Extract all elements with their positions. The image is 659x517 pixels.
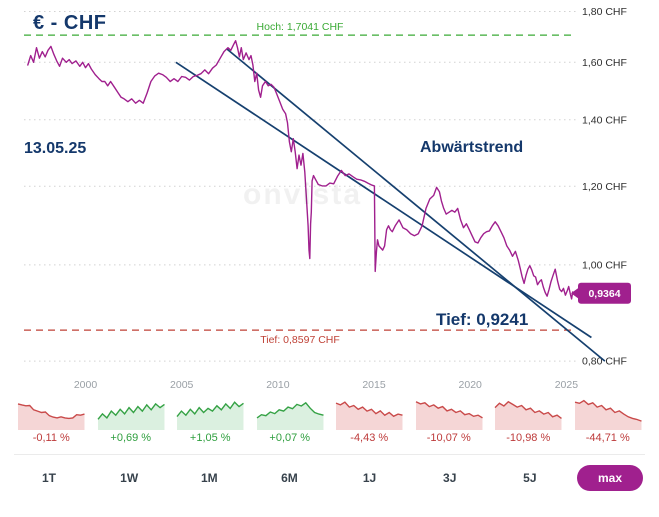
sparkline-1t — [17, 403, 85, 430]
period-cell-3j[interactable]: -10,07 % — [414, 396, 485, 444]
range-button-row: 1T 1W 1M 6M 1J 3J 5J max — [14, 454, 645, 491]
last-price-label: 0,9364 — [588, 288, 620, 300]
y-axis-label: 1,80 CHF — [582, 6, 627, 18]
price-badge: 0,9364 — [571, 282, 631, 304]
downtrend-annotation: Abwärtstrend — [420, 139, 524, 156]
period-change-6m: +0,07 % — [269, 432, 311, 444]
period-change-1w: +0,69 % — [110, 432, 152, 444]
x-axis-label: 2010 — [266, 379, 290, 391]
y-axis-label: 1,60 CHF — [582, 57, 627, 69]
x-axis-label: 2025 — [555, 379, 579, 391]
period-change-max: -44,71 % — [585, 432, 630, 444]
period-cell-max[interactable]: -44,71 % — [573, 396, 644, 444]
sparkline-1m — [176, 401, 244, 430]
sparkline-6m — [256, 401, 324, 430]
sparkline-1j — [335, 401, 403, 430]
y-axis-label: 1,40 CHF — [582, 114, 627, 126]
high-level-label: Hoch: 1,7041 CHF — [257, 21, 344, 33]
price-chart-svg: 1,80 CHF 1,60 CHF 1,40 CHF 1,20 CHF 1,00 CHF… — [24, 6, 631, 391]
period-cell-1w[interactable]: +0,69 % — [96, 396, 167, 444]
trendline — [226, 48, 606, 362]
sparkline-3j — [415, 401, 483, 430]
x-axis-label: 2015 — [362, 379, 386, 391]
low-level-label: Tief: 0,8597 CHF — [260, 334, 340, 346]
range-button-6m[interactable]: 6M — [256, 465, 322, 491]
range-button-5j[interactable]: 5J — [497, 465, 563, 491]
price-line — [27, 40, 575, 300]
x-axis-label: 2005 — [170, 379, 194, 391]
trendline — [175, 61, 592, 339]
period-cell-6m[interactable]: +0,07 % — [255, 396, 326, 444]
range-button-1m[interactable]: 1M — [176, 465, 242, 491]
period-change-5j: -10,98 % — [506, 432, 551, 444]
sparkline-5j — [494, 400, 562, 430]
recent-low-annotation: Tief: 0,9241 — [436, 310, 529, 329]
period-change-1m: +1,05 % — [189, 432, 231, 444]
period-cell-1t[interactable]: -0,11 % — [16, 396, 87, 444]
y-axis-label: 1,20 CHF — [582, 181, 627, 193]
period-cell-5j[interactable]: -10,98 % — [493, 396, 564, 444]
sparkline-max — [574, 399, 642, 430]
onvista-watermark: onvista — [243, 178, 363, 211]
x-axis-label: 2020 — [459, 379, 483, 391]
period-performance-strip: -0,11 % +0,69 % +1,05 % +0,07 % -4,43 % … — [0, 392, 659, 444]
period-cell-1m[interactable]: +1,05 % — [175, 396, 246, 444]
x-axis-label: 2000 — [74, 379, 98, 391]
period-change-3j: -10,07 % — [426, 432, 471, 444]
period-cell-1j[interactable]: -4,43 % — [334, 396, 405, 444]
main-chart-area[interactable]: 1,80 CHF 1,60 CHF 1,40 CHF 1,20 CHF 1,00 CHF… — [0, 0, 659, 392]
range-button-3j[interactable]: 3J — [417, 465, 483, 491]
range-button-1w[interactable]: 1W — [96, 465, 162, 491]
range-button-1t[interactable]: 1T — [16, 465, 82, 491]
period-change-1j: -4,43 % — [350, 432, 389, 444]
date-annotation: 13.05.25 — [24, 140, 87, 157]
y-axis-label: 1,00 CHF — [582, 259, 627, 271]
range-button-max[interactable]: max — [576, 465, 643, 491]
range-button-1j[interactable]: 1J — [337, 465, 403, 491]
period-change-1t: -0,11 % — [32, 432, 70, 444]
instrument-title: € - CHF — [33, 12, 107, 34]
sparkline-1w — [96, 402, 165, 430]
